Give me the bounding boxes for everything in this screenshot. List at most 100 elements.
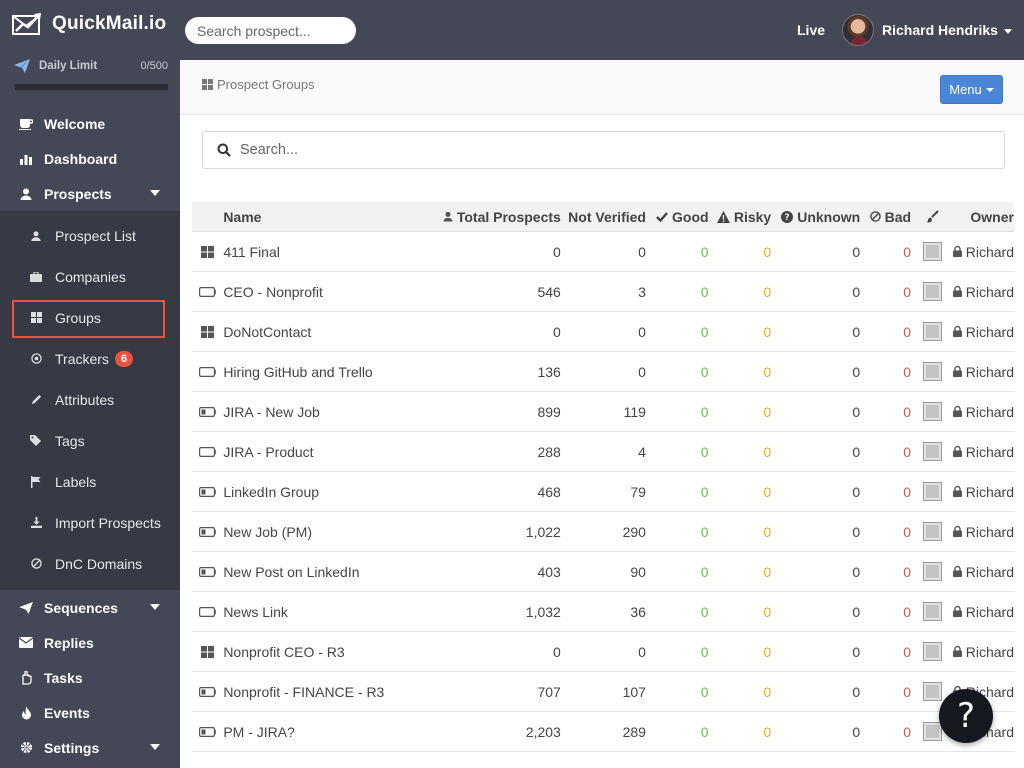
column-owner[interactable]: Owner: [970, 208, 1014, 225]
battery-low-icon: [192, 526, 223, 537]
color-swatch[interactable]: [923, 322, 943, 341]
color-swatch[interactable]: [923, 722, 943, 741]
nav-welcome[interactable]: Welcome: [0, 106, 180, 141]
nav-dashboard[interactable]: Dashboard: [0, 141, 180, 176]
group-name[interactable]: JIRA - New Job: [223, 403, 320, 420]
sidebar-item-dnc-domains[interactable]: DnC Domains: [0, 543, 180, 584]
table-row[interactable]: Hiring GitHub and Trello 136 0 0 0 0 0 Richard: [192, 352, 1014, 392]
not-verified-count: 3: [638, 283, 646, 300]
color-swatch[interactable]: [923, 282, 943, 301]
color-swatch[interactable]: [923, 522, 943, 541]
prospect-search-input[interactable]: [185, 17, 356, 44]
table-header: Name Total Prospects Not Verified Good R…: [192, 202, 1014, 232]
color-swatch-cell[interactable]: [919, 682, 946, 701]
table-row[interactable]: News Link 1,032 36 0 0 0 0 Richard: [192, 592, 1014, 632]
table-row[interactable]: LinkedIn Group 468 79 0 0 0 0 Richard: [192, 472, 1014, 512]
total-prospects: 0: [553, 643, 561, 660]
nav-tasks[interactable]: Tasks: [0, 660, 180, 695]
sidebar-item-groups[interactable]: Groups: [0, 297, 180, 338]
table-row[interactable]: JIRA - New Job 899 119 0 0 0 0 Richard: [192, 392, 1014, 432]
color-swatch[interactable]: [923, 682, 943, 701]
column-risky[interactable]: Risky: [709, 209, 771, 225]
sidebar-item-labels[interactable]: Labels: [0, 461, 180, 502]
column-not-verified[interactable]: Not Verified: [568, 208, 646, 225]
group-search-input[interactable]: [240, 142, 960, 158]
group-name[interactable]: PM - JIRA?: [223, 723, 295, 740]
table-row[interactable]: PM - JIRA? 2,203 289 0 0 0 0 Richard: [192, 712, 1014, 752]
column-color[interactable]: [919, 210, 946, 223]
table-row[interactable]: 411 Final 0 0 0 0 0 0 Richard: [192, 232, 1014, 272]
color-swatch[interactable]: [923, 442, 943, 461]
color-swatch-cell[interactable]: [919, 362, 946, 381]
table-row[interactable]: New Post on LinkedIn 403 90 0 0 0 0 Richard: [192, 552, 1014, 592]
menu-button[interactable]: Menu: [940, 75, 1003, 104]
table-row[interactable]: DoNotContact 0 0 0 0 0 0 Richard: [192, 312, 1014, 352]
group-name[interactable]: Nonprofit - FINANCE - R3: [223, 683, 385, 700]
color-swatch[interactable]: [923, 402, 943, 421]
help-button[interactable]: ?: [939, 689, 993, 743]
sidebar-item-tags[interactable]: Tags: [0, 420, 180, 461]
group-name[interactable]: CEO - Nonprofit: [223, 283, 323, 300]
color-swatch[interactable]: [923, 562, 943, 581]
nav-prospects[interactable]: Prospects: [0, 176, 180, 211]
user-menu[interactable]: Richard Hendriks: [882, 22, 1012, 38]
group-search-box[interactable]: [202, 131, 1005, 169]
color-swatch-cell[interactable]: [919, 442, 946, 461]
color-swatch-cell[interactable]: [919, 562, 946, 581]
sidebar-item-import-prospects[interactable]: Import Prospects: [0, 502, 180, 543]
color-swatch[interactable]: [923, 242, 943, 261]
warning-icon: [716, 210, 730, 223]
column-name[interactable]: Name: [223, 208, 262, 225]
column-bad[interactable]: Bad: [860, 209, 911, 225]
group-name[interactable]: LinkedIn Group: [223, 483, 320, 500]
color-swatch[interactable]: [923, 362, 943, 381]
page-header: Prospect Groups Menu: [180, 60, 1024, 115]
user-icon: [28, 230, 44, 241]
color-swatch-cell[interactable]: [919, 522, 946, 541]
table-row[interactable]: Nonprofit CEO - R3 0 0 0 0 0 0 Richard: [192, 632, 1014, 672]
not-verified-count: 0: [638, 363, 646, 380]
color-swatch-cell[interactable]: [919, 242, 946, 261]
sidebar-item-prospect-list[interactable]: Prospect List: [0, 215, 180, 256]
color-swatch[interactable]: [923, 482, 943, 501]
nav-sequences[interactable]: Sequences: [0, 590, 180, 625]
column-unknown[interactable]: ? Unknown: [771, 209, 860, 225]
color-swatch-cell[interactable]: [919, 402, 946, 421]
color-swatch[interactable]: [923, 642, 943, 661]
owner-name: Richard: [965, 483, 1014, 500]
bad-count: 0: [903, 523, 912, 540]
brand[interactable]: QuickMail.io: [0, 0, 180, 48]
column-good[interactable]: Good: [646, 209, 709, 225]
color-swatch[interactable]: [923, 602, 943, 621]
table-row[interactable]: JIRA - Product 288 4 0 0 0 0 Richard: [192, 432, 1014, 472]
table-row[interactable]: New Job (PM) 1,022 290 0 0 0 0 Richard: [192, 512, 1014, 552]
group-name[interactable]: JIRA - Product: [223, 443, 314, 460]
group-name[interactable]: DoNotContact: [223, 323, 312, 340]
table-row[interactable]: CEO - Nonprofit 546 3 0 0 0 0 Richard: [192, 272, 1014, 312]
group-name[interactable]: News Link: [223, 603, 288, 620]
group-name[interactable]: 411 Final: [223, 243, 280, 260]
sidebar-item-companies[interactable]: Companies: [0, 256, 180, 297]
nav-settings[interactable]: Settings: [0, 730, 180, 765]
color-swatch-cell[interactable]: [919, 602, 946, 621]
color-swatch-cell[interactable]: [919, 282, 946, 301]
nav-events[interactable]: Events: [0, 695, 180, 730]
group-name[interactable]: New Post on LinkedIn: [223, 563, 360, 580]
group-name[interactable]: Nonprofit CEO - R3: [223, 643, 345, 660]
sidebar-item-attributes[interactable]: Attributes: [0, 379, 180, 420]
nav-replies[interactable]: Replies: [0, 625, 180, 660]
column-total-prospects[interactable]: Total Prospects: [409, 209, 561, 225]
not-verified-count: 0: [638, 643, 646, 660]
table-row[interactable]: Nonprofit - FINANCE - R3 707 107 0 0 0 0 Richar…: [192, 672, 1014, 712]
color-swatch-cell[interactable]: [919, 722, 946, 741]
color-swatch-cell[interactable]: [919, 322, 946, 341]
group-name[interactable]: New Job (PM): [223, 523, 312, 540]
unknown-count: 0: [852, 603, 861, 620]
color-swatch-cell[interactable]: [919, 642, 946, 661]
unknown-count: 0: [852, 443, 861, 460]
environment-live-label[interactable]: Live: [797, 22, 826, 38]
avatar[interactable]: [842, 14, 874, 46]
color-swatch-cell[interactable]: [919, 482, 946, 501]
group-name[interactable]: Hiring GitHub and Trello: [223, 363, 373, 380]
sidebar-item-trackers[interactable]: Trackers 6: [0, 338, 180, 379]
